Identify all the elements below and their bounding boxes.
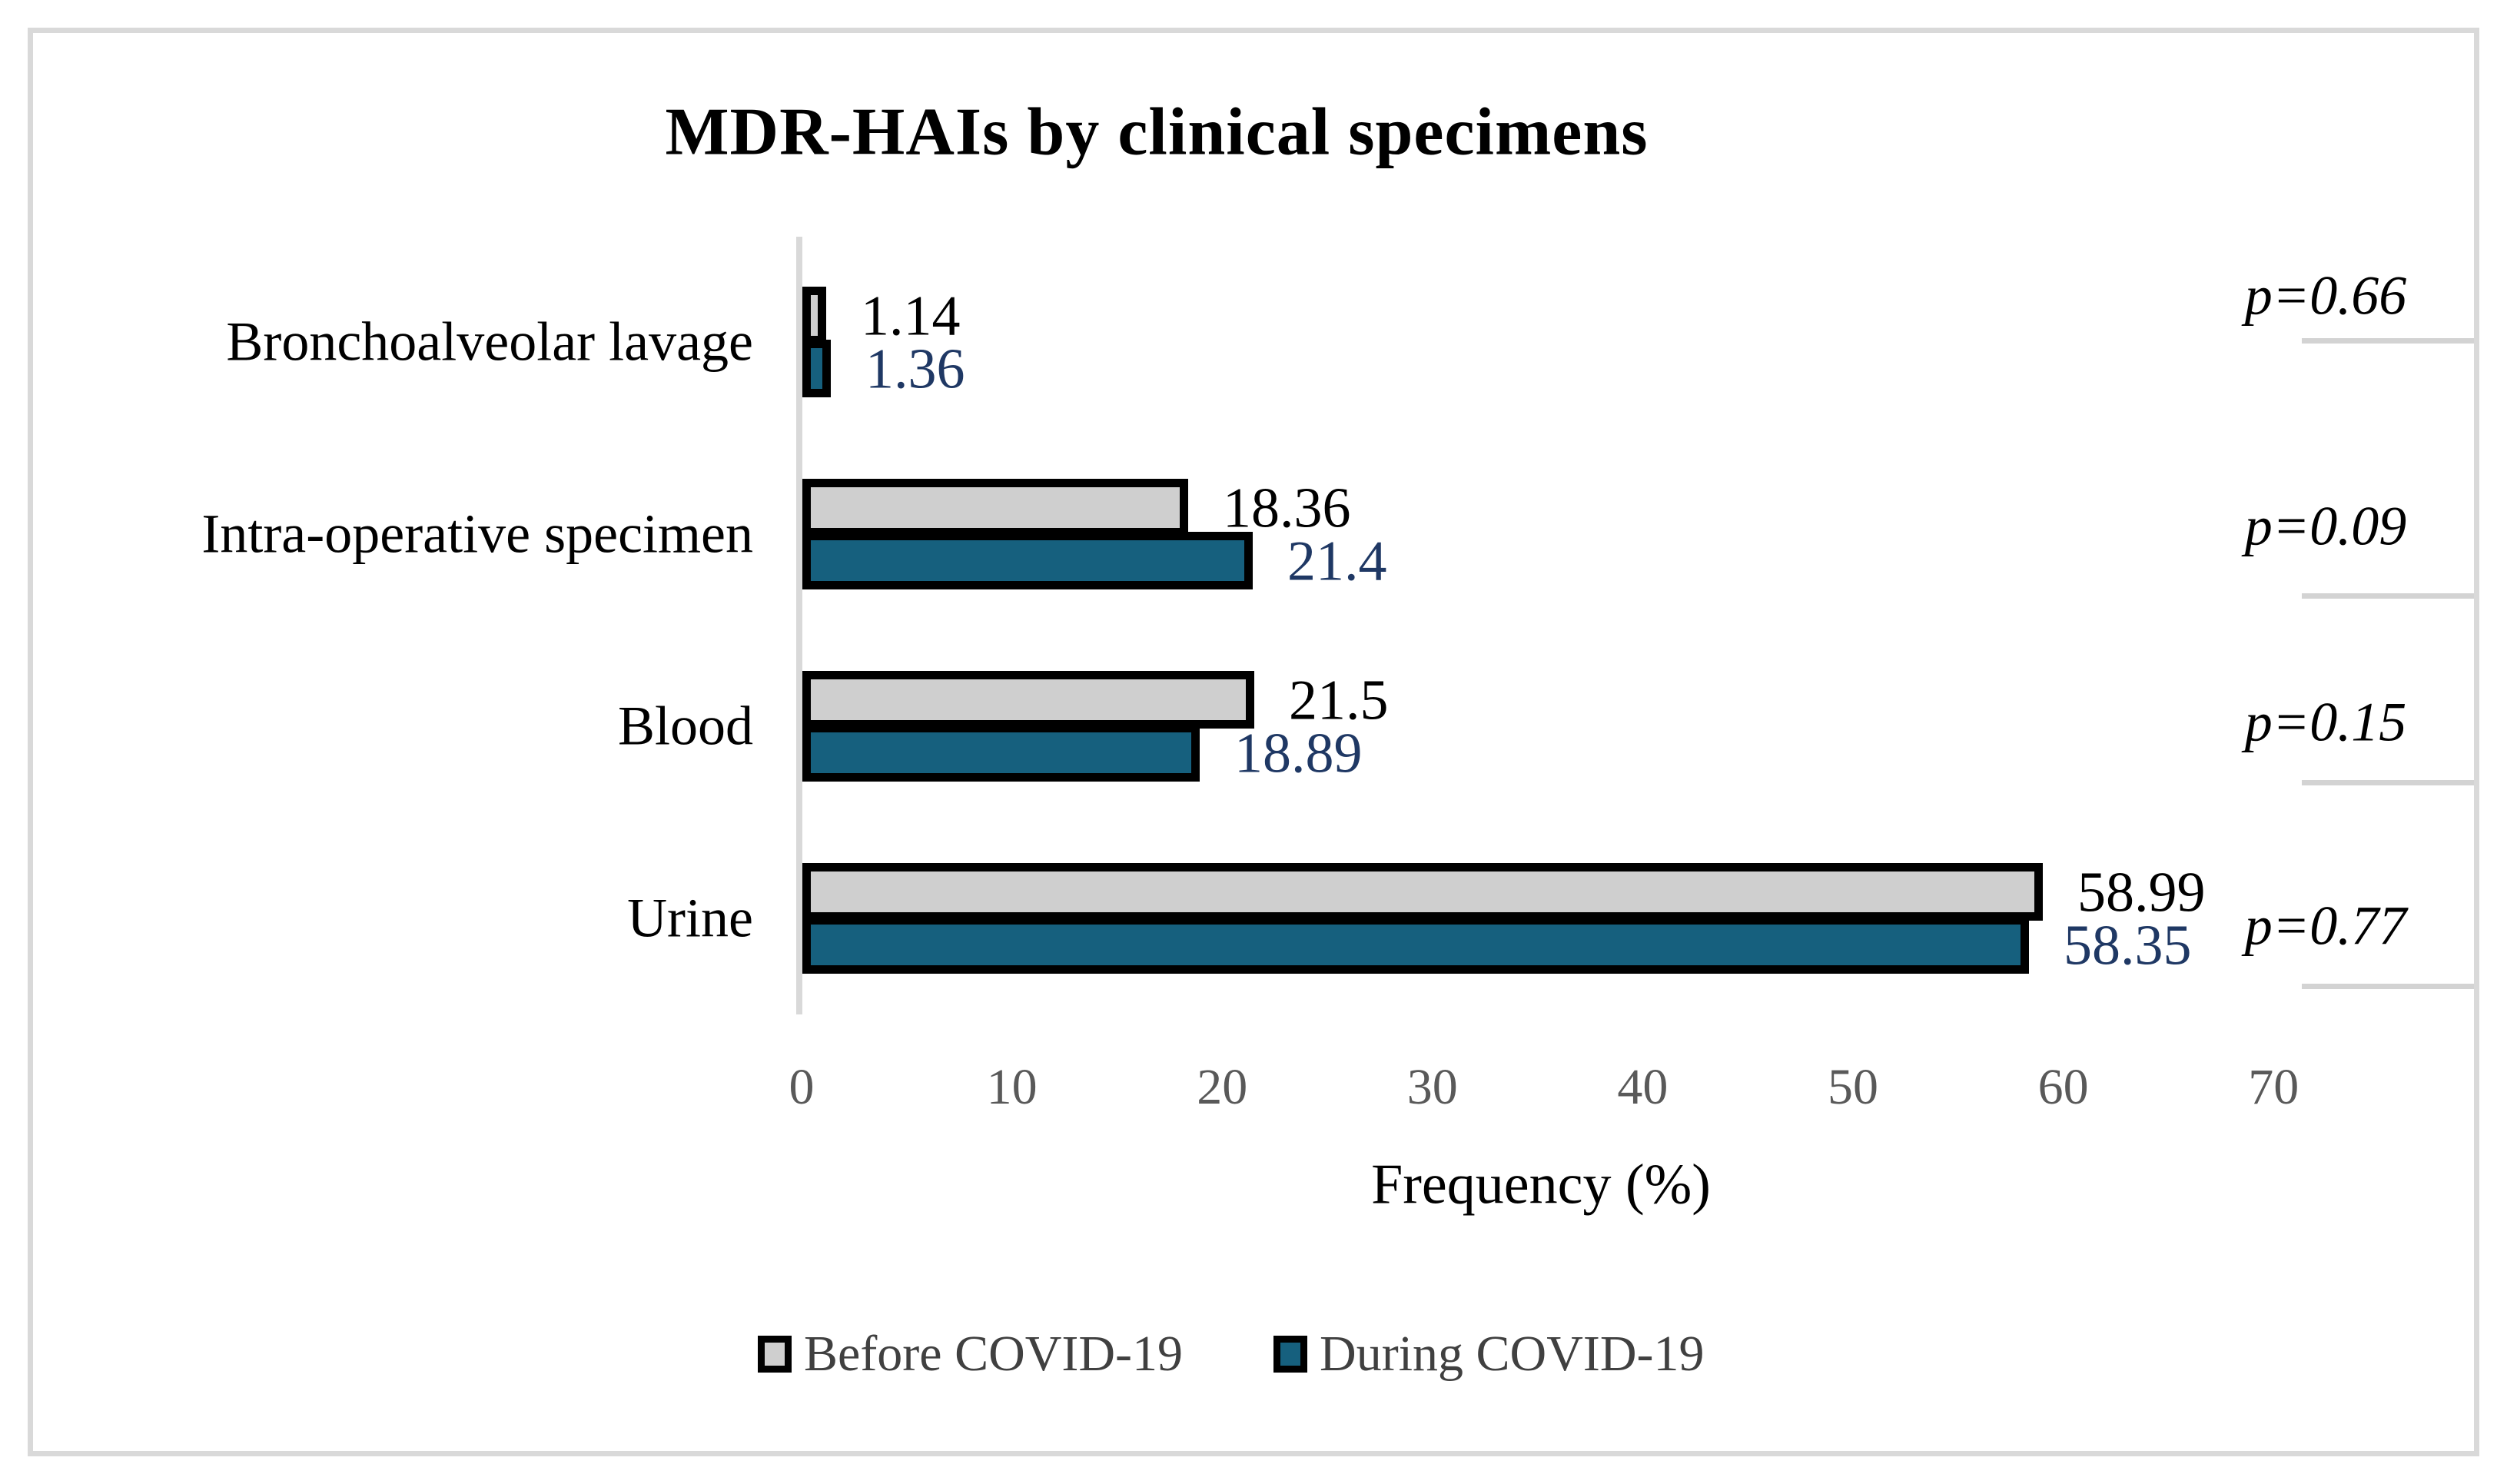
category-label: Urine	[627, 887, 753, 949]
legend-label-during: During COVID-19	[1320, 1326, 1705, 1382]
category-label: Intra-operative specimen	[201, 503, 753, 565]
value-label-during: 58.35	[2064, 914, 2192, 978]
p-value-tick-line	[2302, 780, 2474, 785]
p-value-label: p=0.09	[2244, 495, 2407, 557]
category-row: Blood 21.5 18.89 p=0.15	[0, 630, 2507, 822]
bar-during-covid	[802, 340, 831, 397]
category-label: Bronchoalveolar lavage	[226, 310, 753, 373]
bar-during-covid	[802, 916, 2029, 974]
category-row: Urine 58.99 58.35 p=0.77	[0, 822, 2507, 1014]
chart-border-frame	[28, 28, 2479, 1456]
value-label-before: 18.36	[1223, 476, 1351, 540]
value-label-before: 21.5	[1289, 669, 1389, 732]
x-axis-title: Frequency (%)	[1371, 1153, 1711, 1217]
category-axis-line	[796, 237, 802, 1014]
x-axis-tick-label: 50	[1828, 1059, 1878, 1115]
bar-before-covid	[802, 287, 826, 344]
bar-during-covid	[802, 724, 1200, 782]
category-label: Blood	[617, 695, 753, 757]
legend-label-before: Before COVID-19	[804, 1326, 1184, 1382]
x-axis-tick-label: 40	[1617, 1059, 1669, 1115]
p-value-tick-line	[2302, 984, 2474, 989]
p-value-label: p=0.15	[2244, 691, 2407, 753]
legend-swatch-during	[1273, 1336, 1308, 1373]
category-row: Intra-operative specimen 18.36 21.4 p=0.…	[0, 438, 2507, 630]
x-axis-tick-label: 70	[2248, 1059, 2299, 1115]
value-label-during: 21.4	[1287, 530, 1387, 593]
bar-before-covid	[802, 863, 2043, 921]
bar-before-covid	[802, 479, 1188, 536]
category-row: Bronchoalveolar lavage 1.14 1.36 p=0.66	[0, 246, 2507, 438]
value-label-during: 18.89	[1234, 722, 1363, 785]
x-axis-tick-label: 20	[1197, 1059, 1248, 1115]
bar-during-covid	[802, 532, 1253, 589]
p-value-label: p=0.66	[2244, 264, 2407, 327]
value-label-before: 58.99	[2077, 861, 2206, 925]
value-label-during: 1.36	[865, 337, 965, 401]
x-axis-tick-label: 30	[1406, 1059, 1458, 1115]
value-label-before: 1.14	[861, 284, 961, 348]
legend: Before COVID-19 During COVID-19	[758, 1325, 1705, 1383]
x-axis-tick-label: 60	[2037, 1059, 2089, 1115]
p-value-label: p=0.77	[2244, 895, 2407, 957]
p-value-tick-line	[2302, 593, 2474, 599]
bar-before-covid	[802, 671, 1254, 729]
p-value-tick-line	[2302, 338, 2474, 344]
chart-title: MDR-HAIs by clinical specimens	[665, 95, 1649, 170]
legend-swatch-before	[758, 1336, 792, 1373]
x-axis-tick-label: 10	[986, 1059, 1038, 1115]
x-axis-tick-label: 0	[789, 1059, 815, 1115]
